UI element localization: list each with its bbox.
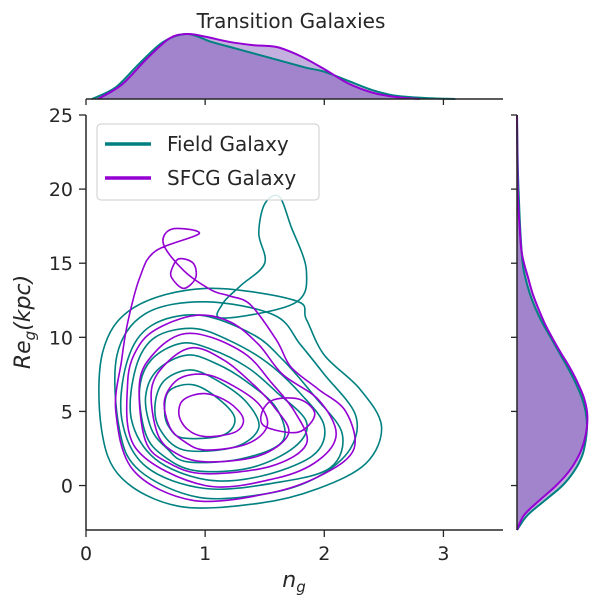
y-tick-label-5: 5 <box>61 401 73 423</box>
y-axis-label: Reg(kpc) <box>11 275 39 369</box>
y-tick-label-15: 15 <box>49 253 73 275</box>
x-axis-label: ng <box>282 568 305 596</box>
x-tick-label-3: 3 <box>437 543 449 565</box>
y-tick-label-0: 0 <box>61 476 73 498</box>
contour-field-3 <box>129 327 326 482</box>
x-tick-label-1: 1 <box>199 543 211 565</box>
x-tick-label-2: 2 <box>318 543 330 565</box>
y-tick-label-10: 10 <box>49 327 73 349</box>
contour-field-0 <box>98 287 383 509</box>
right-kde-line-sfcg <box>516 114 589 531</box>
contour-sfcg-6 <box>169 257 198 290</box>
contour-sfcg-7 <box>259 397 316 434</box>
contour-sfcg-2 <box>138 332 309 475</box>
contour-field-7 <box>163 383 236 440</box>
right-marginal-kde <box>511 114 589 531</box>
top-marginal-kde <box>85 32 503 105</box>
contour-field-8 <box>216 194 308 319</box>
y-tick-label-20: 20 <box>49 179 73 201</box>
contour-sfcg-1 <box>125 314 338 488</box>
y-tick-label-25: 25 <box>49 105 73 127</box>
main-axes <box>85 115 503 531</box>
x-axis-ticks: 0 1 2 3 <box>80 530 449 565</box>
main-kde-contours <box>98 194 383 509</box>
contour-sfcg-5 <box>177 392 245 438</box>
top-kde-line-sfcg <box>97 32 420 100</box>
top-kde-fill-sfcg <box>97 33 420 99</box>
right-kde-fill-field <box>517 115 587 530</box>
legend-label-field: Field Galaxy <box>167 132 289 156</box>
contour-field-4 <box>138 342 308 473</box>
legend-label-sfcg: SFCG Galaxy <box>167 166 296 190</box>
top-kde-line-field <box>91 32 456 100</box>
legend: Field Galaxy SFCG Galaxy <box>96 123 320 201</box>
contour-sfcg-4 <box>163 373 269 451</box>
x-tick-label-0: 0 <box>80 543 92 565</box>
contour-sfcg-0 <box>114 227 356 503</box>
right-kde-fill-sfcg <box>517 115 588 530</box>
y-axis-ticks: 0 5 10 15 20 25 <box>49 105 86 498</box>
contour-sfcg-3 <box>150 346 290 463</box>
chart-title: Transition Galaxies <box>196 9 386 33</box>
contour-field-2 <box>119 314 344 491</box>
contour-field-6 <box>154 369 260 453</box>
legend-frame <box>96 123 320 201</box>
top-kde-fill-field <box>92 34 456 99</box>
